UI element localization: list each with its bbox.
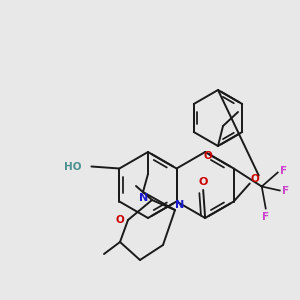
Text: F: F — [262, 212, 269, 221]
Text: O: O — [199, 177, 208, 187]
Text: N: N — [176, 200, 184, 210]
Text: F: F — [282, 185, 289, 196]
Text: F: F — [280, 167, 287, 176]
Text: HO: HO — [64, 161, 81, 172]
Text: O: O — [116, 215, 124, 225]
Text: O: O — [250, 173, 259, 184]
Text: O: O — [204, 151, 212, 161]
Text: N: N — [140, 193, 148, 203]
